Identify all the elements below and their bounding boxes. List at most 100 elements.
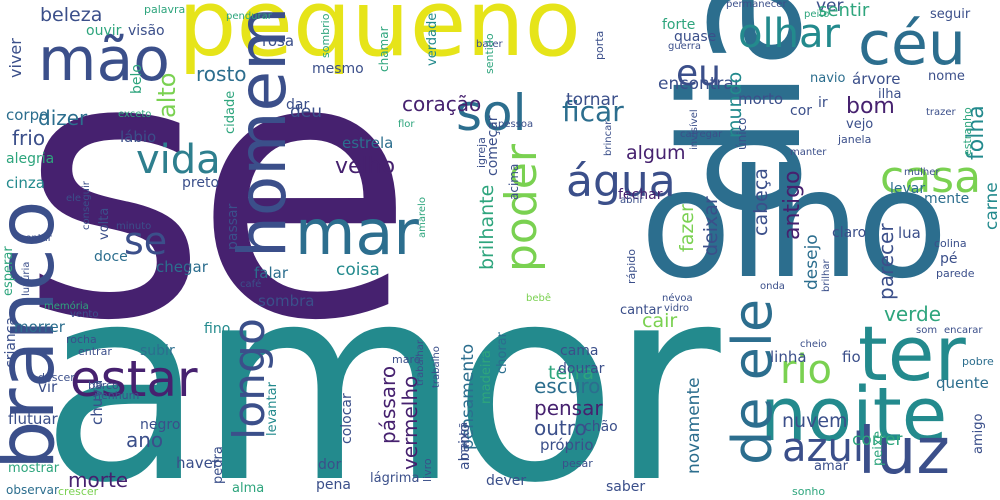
word-luz: luz: [858, 415, 950, 489]
word-brilhante: brilhante: [476, 184, 498, 270]
word-olhar: olhar: [738, 11, 840, 57]
word-cabeca: cabeça: [750, 168, 772, 236]
word-chorar: chorar: [495, 332, 510, 374]
word-sol: sol: [456, 84, 527, 142]
word-guerra: guerra: [668, 41, 702, 52]
word-lua: lua: [898, 224, 921, 242]
word-sombra: sombra: [258, 292, 315, 310]
word-olho: olho: [640, 138, 948, 312]
word-amigo: amigo: [971, 413, 986, 454]
word-verde: verde: [884, 302, 942, 326]
word-manter: manter: [790, 147, 827, 158]
word-passar: passar: [225, 203, 241, 250]
word-cidade: cidade: [223, 90, 238, 134]
word-casa: casa: [880, 152, 982, 203]
word-dar: dar: [286, 97, 310, 113]
word-desejo: desejo: [802, 234, 822, 290]
word-esperar: esperar: [1, 246, 16, 296]
word-eu: eu: [676, 53, 721, 94]
word-crescer: crescer: [58, 485, 99, 498]
word-claro: claro: [832, 225, 867, 241]
word-barco: barco: [88, 379, 119, 392]
word-dor: dor: [318, 457, 342, 473]
word-coisa: coisa: [336, 260, 380, 280]
word-pesar: pesar: [562, 457, 593, 470]
word-sentido: sentido: [483, 33, 496, 74]
word-parecer: parecer: [874, 223, 898, 300]
word-vermelho: vermelho: [398, 375, 422, 470]
word-rosto: rosto: [196, 62, 247, 86]
word-se: se: [20, 0, 415, 399]
word-estar: estar: [70, 350, 198, 408]
word-mesmo: mesmo: [312, 61, 364, 77]
word-pendurar: pendurar: [226, 11, 272, 22]
word-tornar: tornar: [566, 90, 618, 110]
word-viver: viver: [6, 38, 25, 78]
word-deixar: deixar: [700, 196, 722, 256]
word-preto: preto: [182, 175, 220, 191]
word-trabalho: trabalho: [431, 346, 442, 388]
word-acima: acima: [507, 163, 521, 200]
word-abrir: abrir: [620, 195, 644, 206]
word-amarelo: amarelo: [417, 197, 428, 238]
word-rosa: rosa: [262, 32, 295, 50]
word-livro: livro: [421, 458, 434, 482]
word-negro: negro: [140, 417, 181, 433]
word-cafe: café: [240, 279, 262, 290]
word-falar: falar: [254, 264, 288, 282]
word-onda: onda: [760, 281, 785, 292]
word-levantar: levantar: [265, 382, 280, 436]
word-nenhum: nenhum: [94, 389, 140, 402]
word-escuro: escuro: [534, 374, 601, 398]
word-madeira: madeira: [479, 350, 494, 404]
word-ceu: céu: [858, 9, 966, 79]
word-haver: haver: [176, 454, 219, 472]
word-morto: morto: [738, 90, 784, 108]
word-sonho: sonho: [792, 485, 826, 498]
word-colocar: colocar: [339, 393, 355, 444]
word-de-ele: de ele: [721, 298, 784, 465]
word-memoria: memória: [44, 301, 89, 312]
word-morte: morte: [68, 468, 129, 492]
word-brincar: brincar: [603, 120, 614, 156]
word-unico: único: [735, 117, 749, 150]
word-vir: vir: [38, 378, 58, 396]
word-parede: parede: [936, 267, 975, 280]
word-dever: dever: [486, 473, 527, 489]
word-chegar: chegar: [156, 258, 208, 276]
word-mente: mente: [924, 191, 970, 207]
word-alegria: alegria: [6, 151, 55, 167]
word-rio: rio: [780, 347, 833, 393]
word-passaro: pássaro: [376, 365, 400, 444]
word-bater: bater: [476, 39, 503, 50]
word-lagrima: lágrima: [370, 471, 420, 486]
word-colina: colina: [934, 237, 967, 250]
word-verdade: verdade: [425, 12, 440, 66]
word-pedra: pedra: [211, 446, 226, 484]
word-permanecer: permanecer: [726, 0, 787, 10]
word-janela: janela: [838, 133, 872, 146]
word-amar: amar: [814, 459, 848, 474]
word-cair: cair: [642, 310, 678, 332]
word-vidro: vidro: [664, 303, 690, 314]
word-descer: descer: [38, 371, 75, 384]
word-ilha: ilha: [878, 87, 902, 102]
word-manha: manhã: [457, 421, 470, 460]
word-luxuria: luxúria: [21, 261, 32, 296]
word-palavra: palavra: [144, 3, 186, 16]
word-correr: correr: [852, 430, 903, 450]
word-coracao: coração: [402, 92, 482, 116]
word-som: som: [916, 325, 938, 336]
word-ouvir: ouvir: [86, 23, 122, 39]
word-peixe: peixe: [871, 430, 886, 466]
word-ficar: ficar: [562, 95, 624, 128]
word-mare: maré: [392, 353, 421, 366]
word-fechar: fechar: [618, 187, 663, 203]
word-seguir: seguir: [930, 7, 971, 22]
word-cantar: cantar: [620, 303, 662, 318]
word-ir: ir: [818, 95, 828, 111]
word-flutuar: flutuar: [8, 410, 58, 428]
word-mostrar: mostrar: [8, 461, 60, 476]
word-encarar: encarar: [944, 325, 983, 336]
